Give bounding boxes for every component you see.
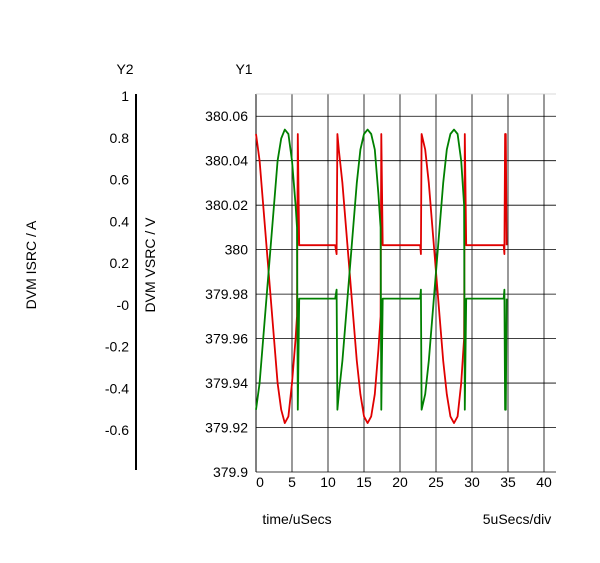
grid <box>255 93 556 473</box>
x-axis-title: time/uSecs <box>262 511 331 527</box>
y2-tick-labels: 1 0.8 0.6 0.4 0.2 -0 -0.2 -0.4 -0.6 <box>105 88 129 438</box>
series-line-1 <box>255 133 508 425</box>
y1-tick-label: 380.02 <box>205 197 248 213</box>
y2-tick-label: 1 <box>121 88 129 104</box>
y1-tick-label: 380.06 <box>205 108 248 124</box>
y1-tick-label: 379.92 <box>205 420 248 436</box>
x-tick-label: 40 <box>536 474 552 490</box>
x-scale-note: 5uSecs/div <box>483 511 551 527</box>
y2-tick-label: -0.6 <box>105 422 129 438</box>
y2-tick-label: 0.8 <box>110 130 130 146</box>
y2-tick-label: 0.6 <box>110 172 130 188</box>
y1-tick-label: 379.9 <box>213 464 248 480</box>
y2-axis-title: DVM ISRC / A <box>23 220 39 309</box>
x-tick-label: 20 <box>392 474 408 490</box>
y1-axis-header: Y1 <box>235 61 252 77</box>
x-tick-label: 5 <box>288 474 296 490</box>
y1-tick-label: 379.96 <box>205 331 248 347</box>
y1-tick-label: 380.04 <box>205 153 248 169</box>
y1-tick-label: 380 <box>225 242 249 258</box>
y1-tick-label: 379.94 <box>205 375 248 391</box>
x-tick-label: 35 <box>500 474 516 490</box>
x-tick-label: 25 <box>428 474 444 490</box>
y2-tick-label: 0.2 <box>110 255 130 271</box>
x-tick-label: 30 <box>464 474 480 490</box>
series-line-2 <box>255 128 508 411</box>
y1-tick-label: 379.98 <box>205 286 248 302</box>
series-lines <box>255 128 508 425</box>
x-tick-label: 15 <box>356 474 372 490</box>
y2-tick-label: -0.4 <box>105 380 129 396</box>
y1-tick-labels: 380.06 380.04 380.02 380 379.98 379.96 379.94 3… <box>205 108 248 480</box>
y2-tick-label: -0 <box>117 297 130 313</box>
x-tick-labels: 0 5 10 15 20 25 30 35 40 <box>256 474 552 490</box>
x-tick-label: 0 <box>256 474 264 490</box>
y2-tick-label: 0.4 <box>110 213 130 229</box>
y1-axis-title: DVM VSRC / V <box>142 217 158 313</box>
x-tick-label: 10 <box>320 474 336 490</box>
y2-tick-label: -0.2 <box>105 339 129 355</box>
y2-axis-header: Y2 <box>116 61 133 77</box>
